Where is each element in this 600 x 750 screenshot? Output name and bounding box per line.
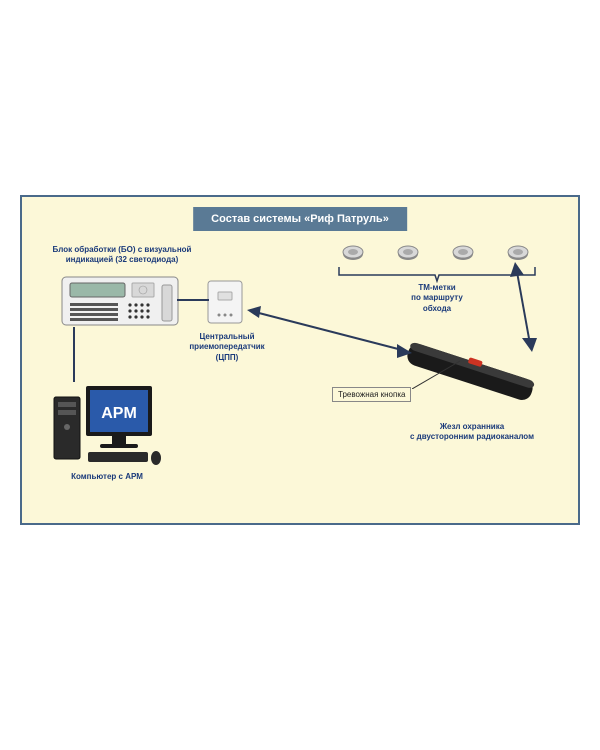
label-alarm: Тревожная кнопка: [332, 387, 411, 402]
tm-tag-icon: [452, 245, 474, 261]
radio-link-arrow: [247, 302, 412, 362]
tm-tag-icon: [342, 245, 364, 261]
label-arm: Компьютер с АРМ: [57, 472, 157, 482]
text-alarm: Тревожная кнопка: [338, 390, 405, 399]
text-tm: ТМ-метки по маршруту обхода: [411, 283, 463, 313]
diagram-title: Состав системы «Риф Патруль»: [193, 207, 407, 231]
text-wand: Жезл охранника с двусторонним радиоканал…: [410, 422, 534, 441]
arm-screen-text: APM: [101, 405, 137, 422]
processing-unit-icon: [60, 275, 180, 330]
text-arm: Компьютер с АРМ: [71, 472, 143, 481]
system-diagram: Состав системы «Риф Патруль» Блок обрабо…: [20, 195, 580, 525]
text-bo: Блок обработки (БО) с визуальной индикац…: [53, 245, 192, 264]
transceiver-icon: [204, 277, 246, 327]
tm-tag-icon: [507, 245, 529, 261]
connection-bo-arm: [70, 327, 78, 382]
computer-arm-icon: APM: [52, 382, 162, 467]
label-wand: Жезл охранника с двусторонним радиоканал…: [392, 422, 552, 443]
tm-tag-icon: [397, 245, 419, 261]
label-bo: Блок обработки (БО) с визуальной индикац…: [42, 245, 202, 266]
alarm-pointer-line: [412, 359, 462, 389]
wand-tag-arrow: [502, 262, 542, 352]
connection-bo-cpp: [177, 297, 209, 303]
